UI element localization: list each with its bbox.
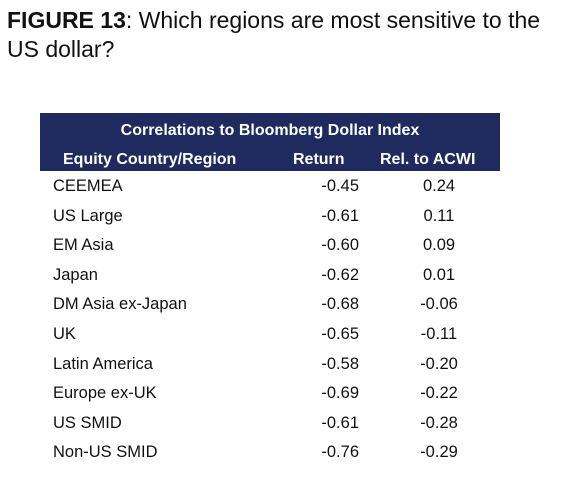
region-cell: UK [53,324,76,343]
table-row: US SMID -0.61 -0.28 [40,408,500,438]
rel-acwi-cell: 0.09 [422,236,456,255]
column-header-region: Equity Country/Region [63,151,237,168]
column-header-rel-acwi: Rel. to ACWI [380,151,476,168]
table-row: Japan -0.62 0.01 [40,260,500,290]
return-cell: -0.62 [321,265,359,284]
table-row: Non-US SMID -0.76 -0.29 [40,437,500,467]
return-cell: -0.58 [321,354,359,373]
return-cell: -0.68 [321,295,359,314]
figure-title: FIGURE 13: Which regions are most sensit… [7,6,562,64]
table-row: UK -0.65 -0.11 [40,319,500,349]
return-cell: -0.69 [321,384,359,403]
region-cell: US Large [53,206,123,225]
table-row: DM Asia ex-Japan -0.68 -0.06 [40,289,500,319]
return-cell: -0.61 [321,413,359,432]
table-row: Europe ex-UK -0.69 -0.22 [40,378,500,408]
region-cell: Europe ex-UK [53,384,157,403]
region-cell: DM Asia ex-Japan [53,295,187,314]
rel-acwi-cell: -0.22 [420,384,458,403]
figure-title-text: : Which regions are most sensitive to th… [7,7,541,62]
table-row: CEEMEA -0.45 0.24 [40,171,500,201]
table-row: US Large -0.61 0.11 [40,201,500,231]
table-row: Latin America -0.58 -0.20 [40,349,500,379]
rel-acwi-cell: -0.20 [420,354,458,373]
region-cell: Japan [53,265,98,284]
rel-acwi-cell: -0.11 [420,324,458,343]
table-header: Correlations to Bloomberg Dollar Index E… [40,113,500,171]
return-cell: -0.65 [321,324,359,343]
region-cell: US SMID [53,413,122,432]
return-cell: -0.76 [321,443,359,462]
region-cell: EM Asia [53,236,114,255]
table-caption: Correlations to Bloomberg Dollar Index [120,122,420,139]
region-cell: Non-US SMID [53,443,158,462]
return-cell: -0.45 [321,177,359,195]
rel-acwi-cell: -0.29 [420,443,458,462]
region-cell: CEEMEA [53,177,123,195]
rel-acwi-cell: 0.01 [422,265,456,284]
table-body: CEEMEA -0.45 0.24 US Large -0.61 0.11 EM… [40,171,500,467]
column-header-return: Return [293,151,345,168]
rel-acwi-cell: -0.28 [420,413,458,432]
rel-acwi-cell: 0.11 [423,206,455,225]
table-row: EM Asia -0.60 0.09 [40,230,500,260]
return-cell: -0.61 [321,206,359,225]
rel-acwi-cell: 0.24 [422,177,456,195]
return-cell: -0.60 [321,236,359,255]
region-cell: Latin America [53,354,153,373]
column-headers: Equity Country/Region Return Rel. to ACW… [40,149,500,171]
figure-label: FIGURE 13 [7,7,126,33]
correlation-table: Correlations to Bloomberg Dollar Index E… [40,113,500,467]
rel-acwi-cell: -0.06 [420,295,458,314]
